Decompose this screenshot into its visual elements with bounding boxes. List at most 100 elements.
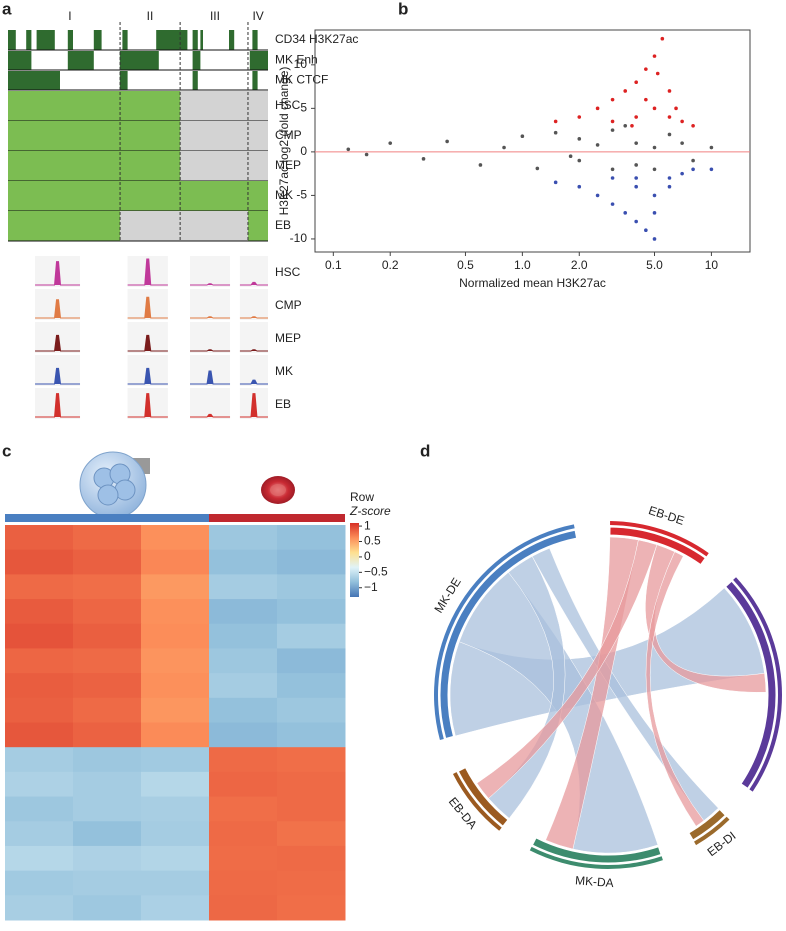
sector-label: EB-DA [446, 795, 480, 832]
track-segment [8, 91, 181, 121]
point [577, 137, 582, 141]
heatmap-cell [141, 673, 210, 699]
x-tick-label: 2.0 [571, 258, 588, 272]
point [644, 67, 648, 71]
colorbar-tick-label: 0 [364, 549, 371, 563]
colorbar [350, 523, 359, 597]
heatmap-cell [5, 697, 74, 723]
peak [127, 393, 168, 418]
point [421, 157, 426, 161]
point [553, 180, 558, 185]
heatmap-cell [5, 771, 74, 798]
heatmap-cell [209, 747, 278, 773]
heatmap-cell [73, 525, 142, 551]
panel-label: d [420, 441, 430, 460]
panel-label: c [2, 441, 11, 460]
peak [35, 393, 81, 418]
track-label: MK [275, 188, 293, 202]
heatmap-cell [73, 796, 142, 822]
point [610, 167, 615, 172]
heatmap-cell [73, 697, 142, 723]
peak [190, 349, 231, 352]
track-label: CD34 H3K27ac [275, 32, 358, 46]
sector-arc [531, 837, 662, 864]
heatmap-cell [73, 895, 142, 921]
heatmap-cell [73, 623, 142, 649]
point [577, 184, 582, 189]
colorbar-tick-label: 0.5 [364, 534, 381, 548]
sector-outer-arc [452, 772, 502, 831]
panel-label: a [2, 0, 12, 18]
point [535, 166, 540, 171]
point [691, 123, 695, 128]
peak [239, 379, 268, 385]
sector-arc [457, 766, 509, 827]
point [553, 119, 558, 124]
peak [239, 393, 268, 418]
x-tick-label: 0.2 [382, 258, 399, 272]
peak [35, 299, 81, 319]
heatmap-cell [277, 771, 346, 798]
heatmap-cell [277, 549, 346, 575]
track-label: MK Enh [275, 53, 318, 67]
group-bar [209, 514, 345, 522]
point [502, 145, 506, 150]
point [553, 130, 558, 135]
heatmap-cell [73, 549, 142, 575]
panel-label: b [398, 0, 408, 18]
track-segment [8, 211, 121, 241]
megakaryocyte-icon [79, 451, 150, 519]
heatmap-cell [209, 771, 278, 798]
sector-outer-arc [529, 846, 663, 869]
track-segment [122, 30, 128, 50]
point [667, 115, 672, 119]
point [634, 184, 638, 189]
heatmap-cell [277, 697, 346, 723]
x-tick-label: 10 [705, 258, 719, 272]
track-segment [67, 51, 94, 70]
point [652, 54, 657, 58]
track-segment [229, 30, 235, 50]
track-segment [192, 71, 198, 90]
track-segment [119, 51, 159, 70]
track-segment [8, 51, 32, 70]
point [652, 145, 657, 150]
track-label: EB [275, 218, 291, 232]
point [634, 141, 638, 145]
point [667, 184, 672, 189]
heatmap-cell [5, 747, 74, 773]
point [634, 219, 638, 224]
point [680, 171, 684, 176]
track-background [8, 71, 268, 90]
peak-window [239, 322, 268, 353]
heatmap-cell [141, 796, 210, 822]
point [478, 163, 483, 167]
ribbon [488, 556, 566, 819]
peak [35, 261, 81, 286]
point [667, 176, 672, 180]
point [364, 152, 369, 157]
point [691, 158, 695, 163]
heatmap-cell [141, 722, 210, 748]
heatmap-cell [277, 623, 346, 649]
heatmap-cell [5, 870, 74, 896]
heatmap-cell [209, 845, 278, 872]
peak [127, 296, 168, 319]
peak [239, 316, 268, 319]
sector-outer-arc [694, 816, 730, 846]
track-segment [156, 30, 188, 50]
track-segment [8, 30, 16, 50]
heatmap-cell [209, 895, 278, 921]
heatmap-cell [277, 845, 346, 872]
heatmap-cell [73, 771, 142, 798]
heatmap-cell [141, 870, 210, 896]
sector-arc [725, 580, 777, 789]
point [691, 167, 695, 172]
track-segment [8, 151, 181, 181]
peak [127, 334, 168, 352]
heatmap-cell [277, 648, 346, 674]
point [652, 211, 657, 215]
colorbar-tick-label: 1 [364, 518, 371, 532]
peak [35, 334, 81, 352]
y-tick-label: 0 [300, 144, 307, 158]
